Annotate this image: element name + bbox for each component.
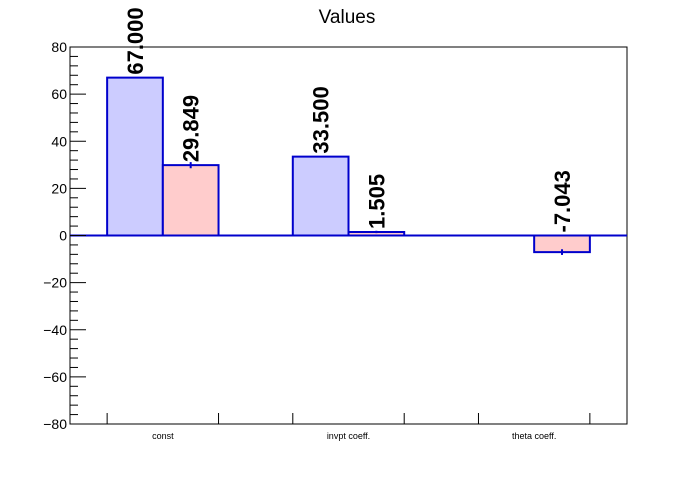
x-tick-label: theta coeff. [512, 431, 556, 441]
y-tick-label: 20 [51, 180, 67, 196]
y-tick-label: −80 [43, 416, 67, 432]
axes-layer: −80 −60 −40 −20 0 20 40 60 80 const invpt coeff. th… [43, 39, 627, 441]
bar-value-label: 33.500 [309, 86, 334, 153]
y-tick-label: 0 [59, 228, 67, 244]
x-tick-label: const [152, 431, 174, 441]
y-tick-label: −40 [43, 322, 67, 338]
y-tick-label: −60 [43, 369, 67, 385]
bar-outline [291, 155, 350, 236]
value-labels-layer: 67.000 33.500 29.849 1.505 -7.043 [123, 7, 575, 232]
bars-layer [106, 76, 591, 255]
bar-value-label: -7.043 [550, 170, 575, 232]
x-tick-label: invpt coeff. [327, 431, 370, 441]
y-tick-label: 40 [51, 133, 67, 149]
bar-value-label: 1.505 [364, 174, 389, 229]
bar [292, 156, 349, 236]
y-tick-label: 80 [51, 39, 67, 55]
bar [107, 77, 163, 236]
y-tick-label: −20 [43, 275, 67, 291]
bar [534, 235, 590, 253]
bar-outline [106, 76, 164, 236]
chart-title: Values [319, 7, 376, 28]
y-tick-label: 60 [51, 86, 67, 102]
bar-value-label: 67.000 [123, 7, 148, 74]
bar-value-label: 29.849 [179, 95, 204, 162]
bar [348, 231, 405, 236]
bar [162, 165, 219, 236]
